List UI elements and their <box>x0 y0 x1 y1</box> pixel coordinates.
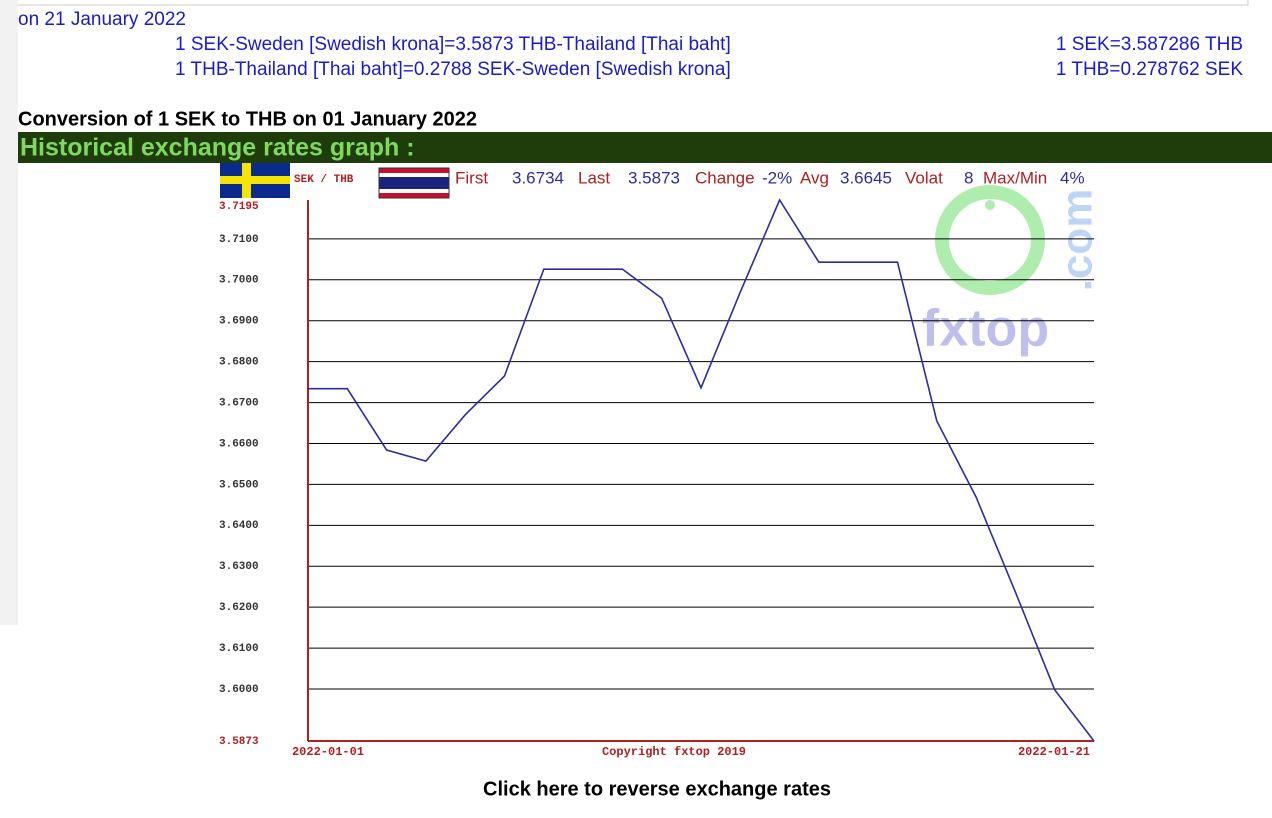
flag-sweden <box>220 163 290 198</box>
y-tick-label: 3.6900 <box>219 316 259 328</box>
stat-label: Last <box>578 168 610 187</box>
stat-value: -2% <box>762 168 792 187</box>
stat-label: Volat <box>905 168 943 187</box>
stat-value: 8 <box>964 168 973 187</box>
x-tick-label: 2022-01-21 <box>1018 745 1090 759</box>
watermark: fxtop .com <box>922 185 1102 358</box>
stat-label: Change <box>695 168 755 187</box>
watermark-name: fxtop <box>922 300 1049 358</box>
conversion-title: Conversion of 1 SEK to THB on 01 January… <box>18 108 477 130</box>
stat-value: 3.6734 <box>512 168 564 187</box>
rate-line <box>308 198 1095 742</box>
y-tick-label: 3.6800 <box>219 357 259 369</box>
copyright: Copyright fxtop 2019 <box>602 745 746 759</box>
y-tick-label: 3.6200 <box>219 602 259 614</box>
side-strip <box>0 0 18 625</box>
stat-label: Max/Min <box>983 168 1047 187</box>
pair-label: SEK / THB <box>294 174 354 186</box>
y-tick-label: 3.7100 <box>219 234 259 246</box>
stat-value: 3.6645 <box>840 168 892 187</box>
watermark-suffix: .com <box>1053 189 1102 292</box>
graph-header-bar <box>18 132 1272 163</box>
y-tick-label: 3.6500 <box>219 479 259 491</box>
stat-label: Avg <box>800 168 829 187</box>
y-tick-label: 3.6600 <box>219 438 259 450</box>
graph-header: Historical exchange rates graph : <box>20 134 415 162</box>
rate-exact: 1 SEK=3.587286 THB <box>1056 34 1243 55</box>
y-tick-label: 3.7195 <box>219 201 259 213</box>
date-line: on 21 January 2022 <box>18 9 186 30</box>
reverse-link[interactable]: Click here to reverse exchange rates <box>483 778 831 800</box>
x-tick-label: 2022-01-01 <box>292 745 364 759</box>
flag-thailand <box>378 167 450 199</box>
top-box <box>18 0 1249 6</box>
stat-label: First <box>455 168 488 187</box>
rate-exact: 1 THB=0.278762 SEK <box>1056 59 1243 80</box>
rate-text: 1 THB-Thailand [Thai baht]=0.2788 SEK-Sw… <box>175 59 731 80</box>
y-tick-label: 3.5873 <box>219 736 259 748</box>
y-tick-label: 3.6700 <box>219 397 259 409</box>
rate-text: 1 SEK-Sweden [Swedish krona]=3.5873 THB-… <box>175 34 731 55</box>
y-tick-label: 3.6300 <box>219 561 259 573</box>
y-tick-label: 3.6000 <box>219 684 259 696</box>
stat-value: 4% <box>1060 168 1085 187</box>
y-tick-label: 3.7000 <box>219 275 259 287</box>
stat-value: 3.5873 <box>628 168 680 187</box>
y-tick-label: 3.6100 <box>219 643 259 655</box>
chart: First 3.6734 Last 3.5873 Change -2% Avg 3.6645 V… <box>219 168 1095 759</box>
y-tick-label: 3.6400 <box>219 520 259 532</box>
